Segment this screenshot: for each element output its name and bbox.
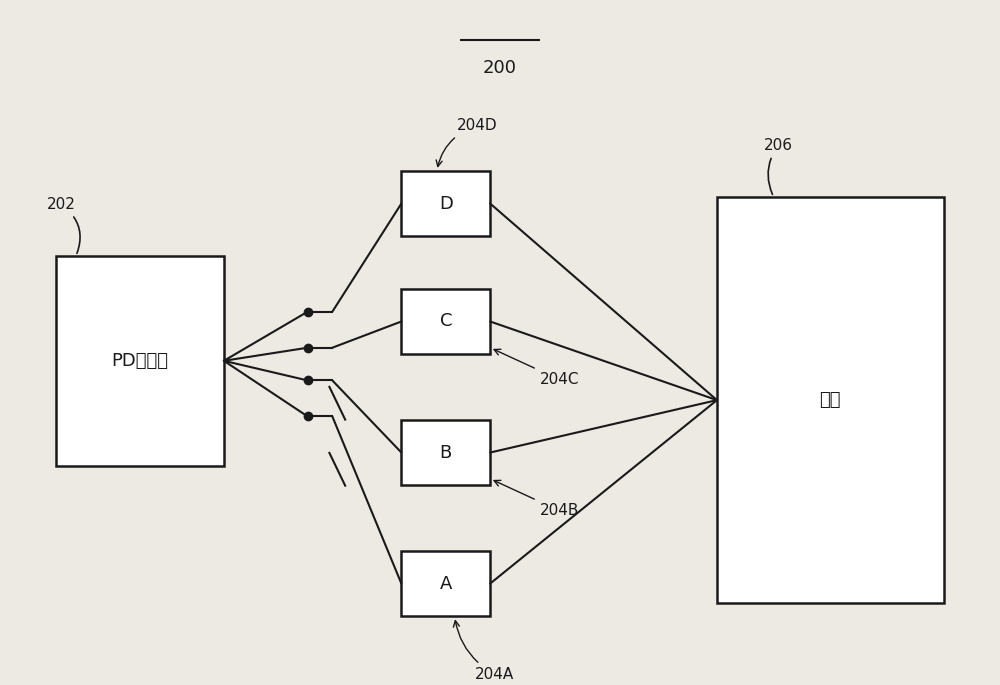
Bar: [717, 197, 944, 603]
Text: A: A: [440, 575, 452, 593]
Bar: [401, 171, 490, 236]
Text: C: C: [440, 312, 452, 330]
Text: 206: 206: [764, 138, 793, 195]
Text: 202: 202: [46, 197, 80, 253]
Text: B: B: [440, 444, 452, 462]
Text: 200: 200: [483, 60, 517, 77]
Bar: [401, 420, 490, 485]
Bar: [56, 256, 224, 466]
Bar: [401, 551, 490, 616]
Text: D: D: [439, 195, 453, 212]
Text: PD控制器: PD控制器: [112, 352, 169, 370]
Text: 204B: 204B: [494, 480, 579, 518]
Bar: [401, 288, 490, 354]
Text: 204D: 204D: [436, 119, 497, 166]
Text: 204A: 204A: [453, 621, 515, 682]
Text: 204C: 204C: [494, 349, 579, 387]
Text: 电源: 电源: [820, 391, 841, 409]
